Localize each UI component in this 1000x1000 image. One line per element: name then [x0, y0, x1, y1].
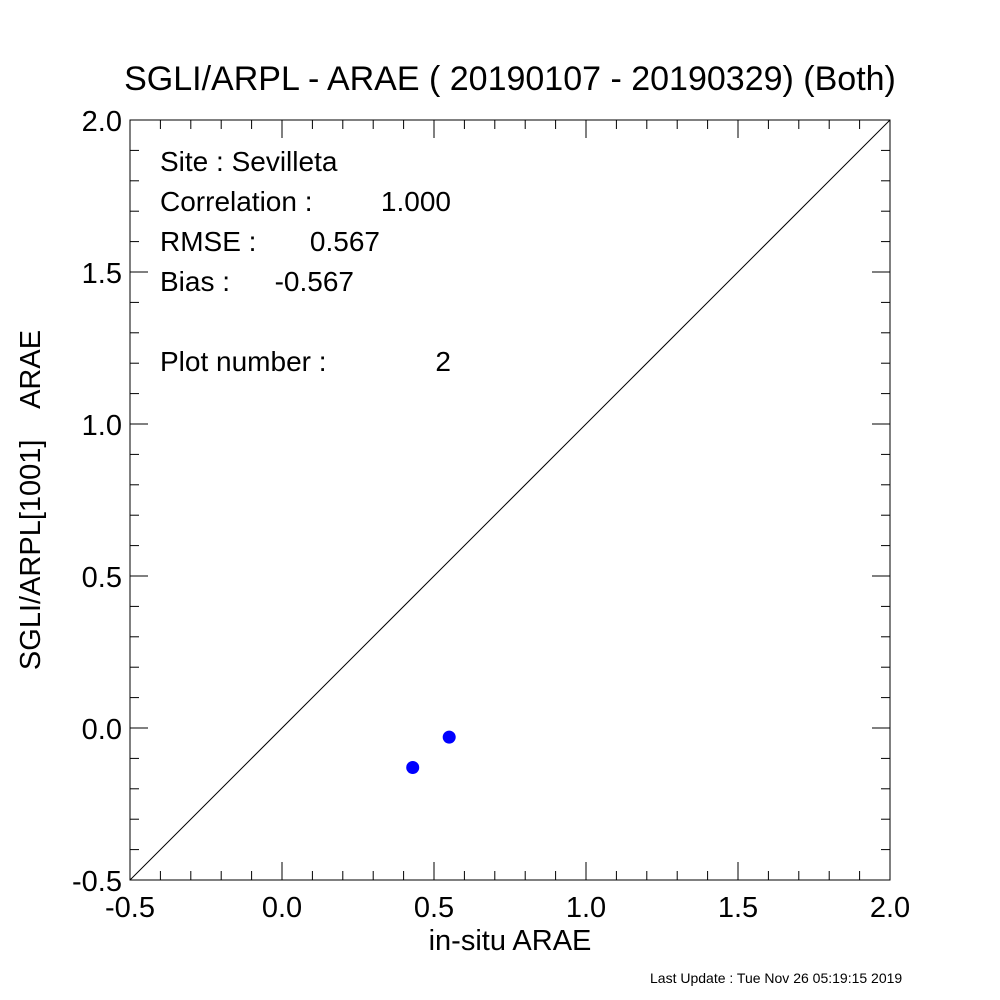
x-tick-label: -0.5 — [105, 892, 155, 924]
last-update-footer: Last Update : Tue Nov 26 05:19:15 2019 — [650, 970, 903, 986]
y-axis-label: SGLI/ARPL[1001] ARAE — [15, 330, 47, 670]
stats-box: Site : Sevilleta Correlation : 1.000 RMSE :… — [160, 146, 451, 377]
stat-value: -0.567 — [275, 266, 354, 297]
stat-value: 2 — [435, 346, 451, 377]
y-tick-label: 2.0 — [82, 106, 122, 138]
y-tick-label: 0.0 — [82, 714, 122, 746]
stat-label: Site : Sevilleta — [160, 146, 338, 177]
data-points — [406, 730, 456, 775]
x-axis-label: in-situ ARAE — [429, 925, 592, 957]
tick-labels: -0.5 0.0 0.5 1.0 1.5 2.0 -0.5 0.0 0.5 1.0 1.5 2.0 — [72, 106, 910, 924]
y-tick-label: -0.5 — [72, 866, 122, 898]
axis-ticks — [129, 119, 891, 881]
plot-frame — [129, 119, 891, 881]
data-point — [406, 761, 420, 775]
x-tick-label: 1.5 — [718, 892, 758, 924]
stat-label: Correlation : — [160, 186, 313, 217]
y-tick-label: 1.5 — [82, 258, 122, 290]
stat-label: Plot number : — [160, 346, 327, 377]
stat-label: RMSE : — [160, 226, 256, 257]
y-tick-label: 0.5 — [82, 562, 122, 594]
x-tick-label: 0.5 — [414, 892, 454, 924]
x-tick-label: 0.0 — [262, 892, 302, 924]
x-tick-label: 1.0 — [566, 892, 606, 924]
stat-label: Bias : — [160, 266, 230, 297]
chart-title: SGLI/ARPL - ARAE ( 20190107 - 20190329) … — [124, 60, 896, 98]
stat-value: 0.567 — [310, 226, 380, 257]
y-tick-label: 1.0 — [82, 410, 122, 442]
data-point — [442, 730, 456, 744]
x-tick-label: 2.0 — [870, 892, 910, 924]
one-to-one-line — [129, 119, 891, 881]
stat-value: 1.000 — [381, 186, 451, 217]
